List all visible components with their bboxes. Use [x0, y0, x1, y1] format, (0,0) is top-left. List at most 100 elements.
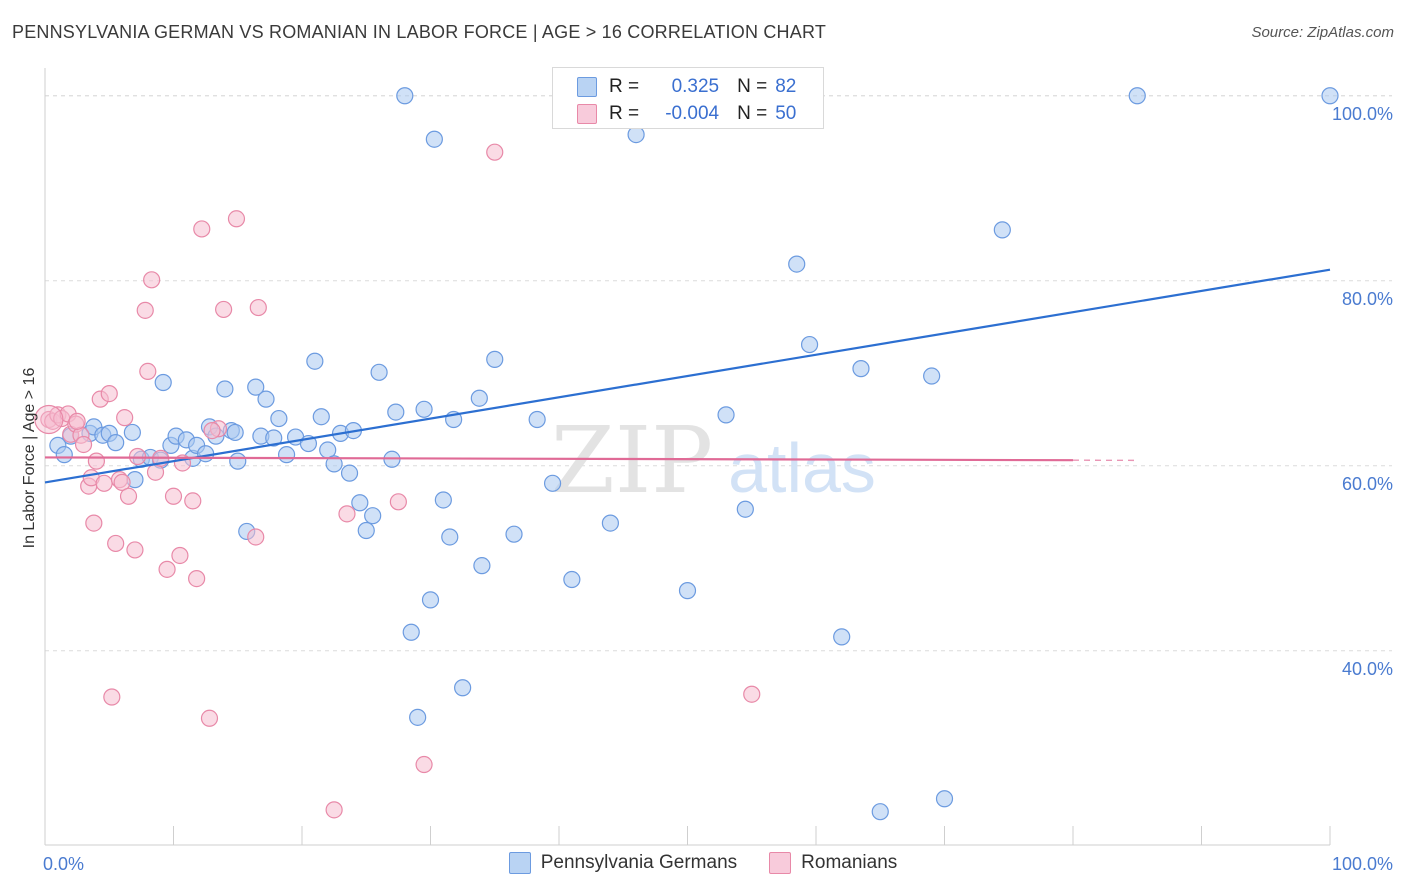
axis-labels: 40.0% 60.0% 80.0% 100.0% 0.0% 100.0%	[43, 104, 1393, 874]
correlation-legend: R = 0.325 N = 82 R = -0.004 N = 50	[552, 67, 824, 129]
romanian-point	[128, 447, 147, 466]
pennsylvania-german-point	[1321, 87, 1339, 105]
pennsylvania-german-point	[563, 570, 581, 589]
pennsylvania-german-point	[528, 410, 546, 429]
series-legend: Pennsylvania Germans Romanians	[0, 852, 1406, 874]
legend-item-pennsylvania-germans: Pennsylvania Germans	[508, 852, 738, 874]
pennsylvania-german-point	[370, 363, 388, 381]
legend-label: Pennsylvania Germans	[540, 852, 738, 873]
pennsylvania-german-point	[852, 360, 870, 378]
pennsylvania-german-point	[306, 352, 324, 370]
pennsylvania-german-point	[216, 380, 234, 398]
n-value: 50	[775, 103, 797, 124]
pennsylvania-german-point	[800, 335, 819, 354]
source-label: Source: ZipAtlas.com	[1251, 24, 1394, 41]
pennsylvania-german-point	[871, 803, 889, 821]
pennsylvania-german-point	[470, 389, 488, 407]
r-label: R =	[609, 76, 640, 97]
pennsylvania-german-point	[107, 434, 125, 452]
romanian-point	[227, 210, 246, 228]
pennsylvania-german-point	[402, 623, 420, 641]
pennsylvania-german-point	[265, 429, 283, 447]
pennsylvania-german-point	[627, 126, 645, 144]
blue-swatch-icon	[577, 77, 597, 97]
pennsylvania-german-point	[601, 514, 620, 532]
legend-row-pennsylvania-germans: R = 0.325 N = 82	[577, 75, 796, 99]
watermark: ZIP atlas	[551, 407, 876, 514]
romanian-point	[171, 546, 189, 565]
trend-lines	[44, 268, 1331, 484]
pennsylvania-german-point	[312, 408, 330, 426]
romanian-trend-line	[44, 456, 1074, 462]
pennsylvania-german-point	[55, 446, 73, 464]
grid-lines	[45, 95, 1392, 652]
pennsylvania-german-point	[454, 679, 472, 697]
legend-label: Romanians	[801, 852, 898, 873]
r-value: 0.325	[671, 76, 720, 97]
x-tick-label: 0.0%	[43, 854, 84, 874]
romanian-point	[188, 569, 206, 588]
pennsylvania-german-point	[441, 528, 459, 546]
chart-title: PENNSYLVANIA GERMAN VS ROMANIAN IN LABOR…	[12, 22, 827, 42]
pennsylvania-german-point	[229, 452, 247, 470]
romanian-point	[85, 514, 103, 532]
romanian-point	[249, 298, 267, 317]
romanian-point	[158, 560, 176, 578]
pennsylvania-german-point	[935, 790, 954, 808]
pennsylvania-german-point	[736, 500, 754, 518]
pennsylvania-german-point	[247, 378, 265, 396]
y-tick-label: 80.0%	[1342, 289, 1393, 309]
pennsylvania-german-point	[543, 474, 562, 492]
pennsylvania-german-point	[473, 557, 491, 575]
blue-swatch-icon	[508, 852, 531, 874]
pennsylvania-german-trend-line	[44, 268, 1331, 484]
n-label: N =	[737, 76, 768, 97]
pennsylvania-german-point	[154, 373, 172, 392]
pink-swatch-icon	[769, 852, 792, 874]
pennsylvania-german-point	[993, 221, 1011, 239]
romanian-point	[193, 220, 211, 238]
romanian-point	[87, 452, 106, 470]
pennsylvania-german-point	[486, 350, 504, 368]
romanian-point	[143, 271, 161, 289]
pennsylvania-german-point	[387, 403, 405, 421]
pink-swatch-icon	[577, 104, 597, 124]
romanian-point	[215, 300, 233, 319]
romanian-point	[103, 688, 121, 706]
romanian-point	[743, 685, 761, 703]
n-label: N =	[737, 103, 768, 124]
pennsylvania-german-point	[396, 87, 414, 105]
pennsylvania-german-point	[351, 494, 369, 512]
romanian-point	[338, 505, 356, 523]
watermark-atlas: atlas	[728, 429, 876, 507]
pennsylvania-german-point	[421, 591, 440, 609]
romanian-point	[389, 493, 407, 511]
y-axis-label: In Labor Force | Age > 16	[21, 368, 38, 549]
pennsylvania-german-point	[364, 507, 382, 525]
legend-item-romanians: Romanians	[769, 852, 897, 874]
y-tick-label: 100.0%	[1332, 104, 1393, 124]
pennsylvania-german-point	[409, 708, 427, 726]
y-tick-label: 60.0%	[1342, 474, 1393, 494]
axes	[44, 68, 1331, 846]
romanian-point	[139, 362, 157, 380]
romanian-point	[486, 143, 504, 161]
pennsylvania-german-point	[923, 367, 941, 385]
romanian-point-cluster	[34, 404, 64, 435]
pennsylvania-german-point	[505, 525, 523, 543]
legend-row-romanians: R = -0.004 N = 50	[577, 102, 796, 126]
romanian-point	[116, 409, 134, 427]
romanian-point	[68, 412, 86, 430]
pennsylvania-german-point	[197, 445, 215, 463]
romanian-point	[126, 541, 144, 559]
watermark-zip: ZIP	[551, 407, 713, 514]
romanian-point	[107, 534, 125, 553]
pennsylvania-german-point	[123, 423, 141, 442]
pennsylvania-german-point	[357, 521, 375, 540]
romanian-point	[74, 435, 93, 454]
pennsylvania-german-point	[425, 130, 443, 148]
pennsylvania-german-point	[340, 464, 359, 482]
pennsylvania-german-point	[434, 491, 452, 509]
pennsylvania-german-point	[788, 255, 806, 273]
